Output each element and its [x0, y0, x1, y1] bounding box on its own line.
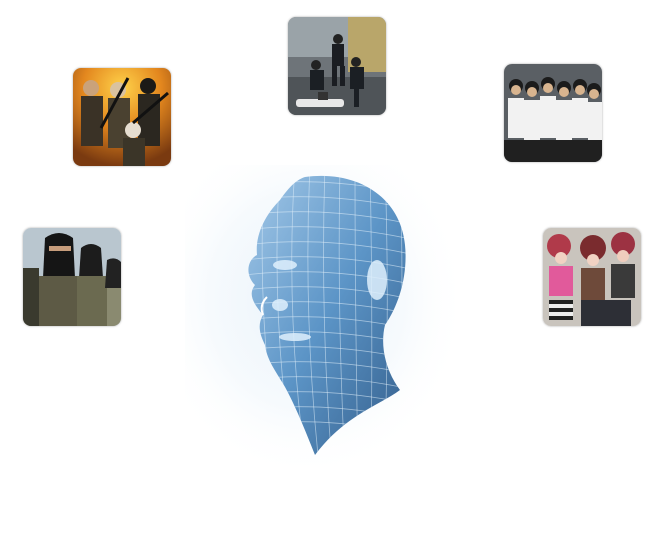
masked-fighters-photo [23, 228, 121, 326]
emo-teens-photo [543, 228, 641, 326]
police-arrest-photo [288, 17, 386, 115]
wireframe-head-illustration [185, 165, 455, 465]
young-men-group-photo [504, 64, 602, 162]
armed-militants-photo [73, 68, 171, 166]
